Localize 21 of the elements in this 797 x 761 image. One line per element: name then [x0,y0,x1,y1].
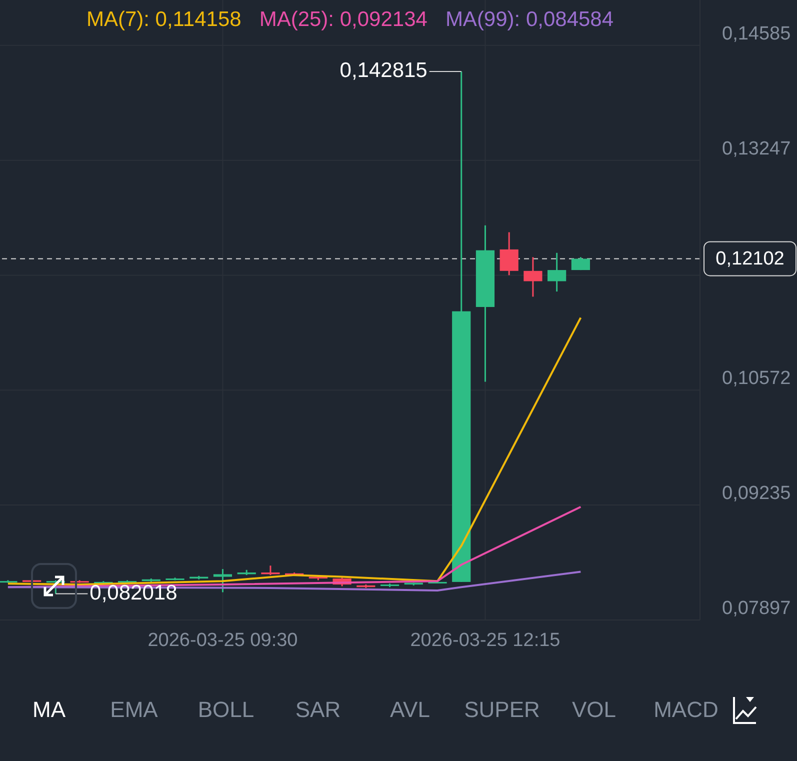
y-tick-label: 0,09235 [722,483,791,504]
text: SAR [294,697,342,723]
text: MA(99): 0,084584 [445,8,614,32]
annotation: 0,142815 [340,58,428,82]
x-tick-label: 2026-03-25 12:15 [410,630,560,651]
text: VOL [570,697,618,723]
y-tick-label: 0,13247 [722,138,791,160]
ref-line-label: 0,12102 [716,248,784,270]
text: EMA [109,697,159,723]
annotation: 0,082018 [90,581,178,604]
text: AVL [389,697,431,723]
y-tick-label: 0,14585 [722,23,791,44]
text: SUPER [463,697,541,723]
y-tick-label: 0,10572 [722,368,791,390]
y-tick-label: 0,07897 [722,598,791,620]
text: MA(25): 0,092134 [259,8,428,32]
text: MA [32,697,66,723]
text: MA(7): 0,114158 [86,8,242,32]
text: MACD [652,697,720,723]
x-tick-label: 2026-03-25 09:30 [148,630,298,651]
text: BOLL [196,697,256,723]
